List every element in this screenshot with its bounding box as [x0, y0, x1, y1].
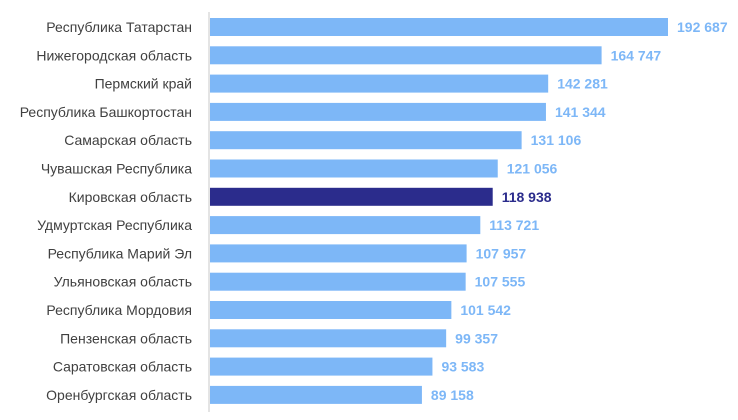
value-label: 131 106: [531, 132, 582, 148]
value-label: 121 056: [507, 161, 558, 177]
bar: [210, 216, 481, 235]
value-label: 113 721: [489, 217, 539, 233]
category-label: Нижегородская область: [36, 47, 192, 63]
category-label: Республика Башкортостан: [20, 104, 192, 120]
bar: [210, 159, 498, 178]
category-label: Ульяновская область: [54, 274, 192, 290]
bar: [210, 329, 447, 348]
bars: [210, 18, 668, 404]
category-label: Кировская область: [69, 189, 192, 205]
bar: [210, 102, 546, 121]
value-label: 93 583: [441, 359, 484, 375]
value-label: 107 957: [476, 245, 527, 261]
category-label: Республика Мордовия: [46, 302, 192, 318]
category-label: Республика Марий Эл: [48, 245, 192, 261]
bar: [210, 357, 433, 376]
value-label: 107 555: [475, 274, 526, 290]
category-label: Республика Татарстан: [46, 19, 192, 35]
value-label: 101 542: [460, 302, 511, 318]
category-label: Пермский край: [95, 76, 192, 92]
value-label: 142 281: [557, 76, 608, 92]
bar: [210, 385, 422, 404]
category-label: Саратовская область: [53, 359, 192, 375]
category-label: Пензенская область: [60, 330, 192, 346]
bar: [210, 131, 522, 150]
bar-highlighted: [210, 187, 493, 206]
bar: [210, 272, 466, 291]
category-label: Самарская область: [64, 132, 192, 148]
bar: [210, 301, 452, 319]
bar: [210, 74, 549, 93]
bar: [210, 18, 668, 36]
bar: [210, 244, 467, 263]
value-label: 118 938: [502, 189, 552, 205]
bar: [210, 46, 602, 65]
value-label: 89 158: [431, 387, 474, 403]
category-labels: Республика Татарстан Нижегородская област…: [20, 19, 193, 403]
category-label: Оренбургская область: [46, 387, 192, 403]
value-label: 141 344: [555, 104, 606, 120]
value-label: 164 747: [611, 47, 662, 63]
value-label: 99 357: [455, 330, 498, 346]
value-label: 192 687: [677, 19, 728, 35]
category-label: Удмуртская Республика: [37, 217, 192, 233]
category-label: Чувашская Республика: [41, 161, 192, 177]
